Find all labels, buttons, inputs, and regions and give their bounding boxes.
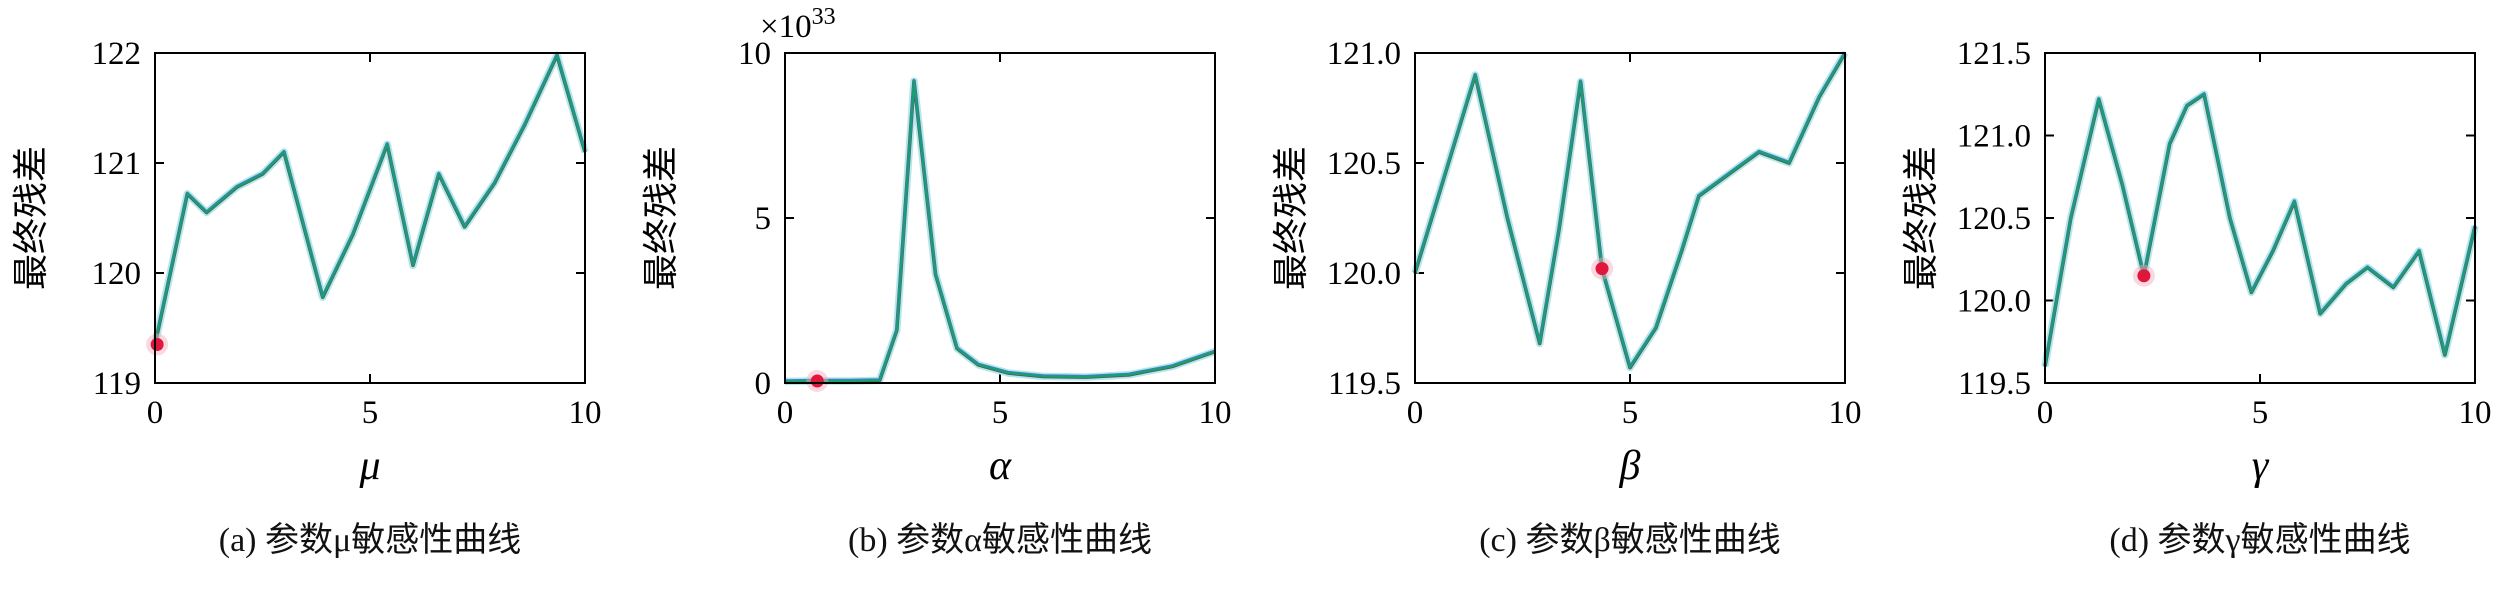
chart-d-caption: (d) 参数γ敏感性曲线: [2109, 522, 2411, 559]
chart-panel-a: 0 5 10 119 120 121 122 最终残差 μ (a) 参数μ敏感性曲线: [0, 8, 630, 561]
y-tick-label: 121.5: [1957, 36, 2031, 72]
y-tick-label: 121: [92, 146, 142, 182]
y-axis-exponent: ×1033: [760, 8, 836, 45]
x-tick-label: 0: [147, 395, 164, 431]
chart-a-caption: (a) 参数μ敏感性曲线: [218, 522, 522, 559]
y-axis-label: 最终残差: [11, 146, 51, 290]
axes-box: [1414, 52, 1846, 384]
x-tick-label: 5: [362, 395, 379, 431]
chart-c-plot: 0 5 10 119.5 120.0 120.5 121.0 最终残差 β: [1271, 36, 1862, 488]
curve-gray: [784, 79, 1216, 384]
x-tick-label: 5: [2252, 395, 2269, 431]
y-tick-label: 119: [93, 366, 141, 402]
x-axis-label: α: [989, 443, 1012, 488]
sensitivity-figure: 0 5 10 119 120 121 122 最终残差 μ (a) 参数μ敏感性曲线 0 5 10 0…: [0, 8, 2520, 561]
y-axis-label: 最终残差: [1271, 146, 1311, 290]
chart-d-plot: 0 5 10 119.5 120.0 120.5 121.0 121.5 最终残差 γ: [1901, 36, 2492, 488]
x-axis-label: β: [1619, 443, 1641, 488]
x-tick-label: 10: [2459, 395, 2492, 431]
chart-b-plot: 0 5 10 0 5 10 最终残差 α ×1033: [641, 8, 1232, 488]
chart-panel-c: 0 5 10 119.5 120.0 120.5 121.0 最终残差 β (c) 参数β敏感性…: [1260, 8, 1890, 561]
chart-a-plot: 0 5 10 119 120 121 122 最终残差 μ: [11, 36, 602, 488]
y-tick-label: 0: [755, 366, 772, 402]
x-tick-label: 5: [1622, 395, 1639, 431]
optimum-marker: [1595, 262, 1609, 276]
curve-gray: [1413, 52, 1847, 370]
x-tick-label: 0: [2037, 395, 2054, 431]
x-tick-label: 5: [992, 395, 1009, 431]
y-tick-label: 10: [738, 36, 771, 72]
y-tick-label: 119.5: [1958, 366, 2031, 402]
chart-panel-b: 0 5 10 0 5 10 最终残差 α ×1033 (b) 参数α敏感性曲线: [630, 8, 1260, 561]
x-tick-label: 0: [1407, 395, 1424, 431]
optimum-marker: [810, 374, 824, 388]
axes-box: [2044, 52, 2476, 384]
curve-halo: [784, 77, 1217, 386]
chart-panel-d: 0 5 10 119.5 120.0 120.5 121.0 121.5 最终残差 γ (d) 参…: [1890, 8, 2520, 561]
x-tick-label: 10: [1829, 395, 1862, 431]
curve-blue: [1413, 51, 1847, 369]
x-tick-label: 10: [1199, 395, 1232, 431]
curve-green: [1413, 52, 1846, 369]
y-tick-label: 121.0: [1327, 36, 1401, 72]
y-axis-label: 最终残差: [641, 146, 681, 290]
axes-box: [784, 52, 1216, 384]
y-tick-label: 120.0: [1957, 284, 2031, 320]
y-tick-label: 122: [92, 36, 142, 72]
x-tick-label: 10: [569, 395, 602, 431]
chart-c-caption: (c) 参数β敏感性曲线: [1479, 522, 1781, 559]
y-tick-label: 120.5: [1327, 146, 1401, 182]
y-tick-label: 121.0: [1957, 119, 2031, 155]
x-axis-label: γ: [2252, 443, 2270, 488]
curve-green: [2043, 93, 2477, 367]
curve-green: [153, 54, 587, 345]
chart-b-caption: (b) 参数α敏感性曲线: [848, 522, 1152, 559]
y-axis-label: 最终残差: [1901, 146, 1941, 290]
y-tick-label: 120: [92, 256, 142, 292]
y-tick-label: 120.0: [1327, 256, 1401, 292]
x-tick-label: 0: [777, 395, 794, 431]
curve-blue: [784, 78, 1216, 382]
optimum-marker: [2137, 269, 2151, 283]
y-tick-label: 5: [755, 201, 772, 237]
curve-green: [784, 80, 1216, 383]
axes-box: [154, 52, 586, 384]
optimum-marker: [150, 338, 164, 351]
y-tick-label: 119.5: [1328, 366, 1401, 402]
y-tick-label: 120.5: [1957, 201, 2031, 237]
x-axis-label: μ: [358, 443, 380, 488]
